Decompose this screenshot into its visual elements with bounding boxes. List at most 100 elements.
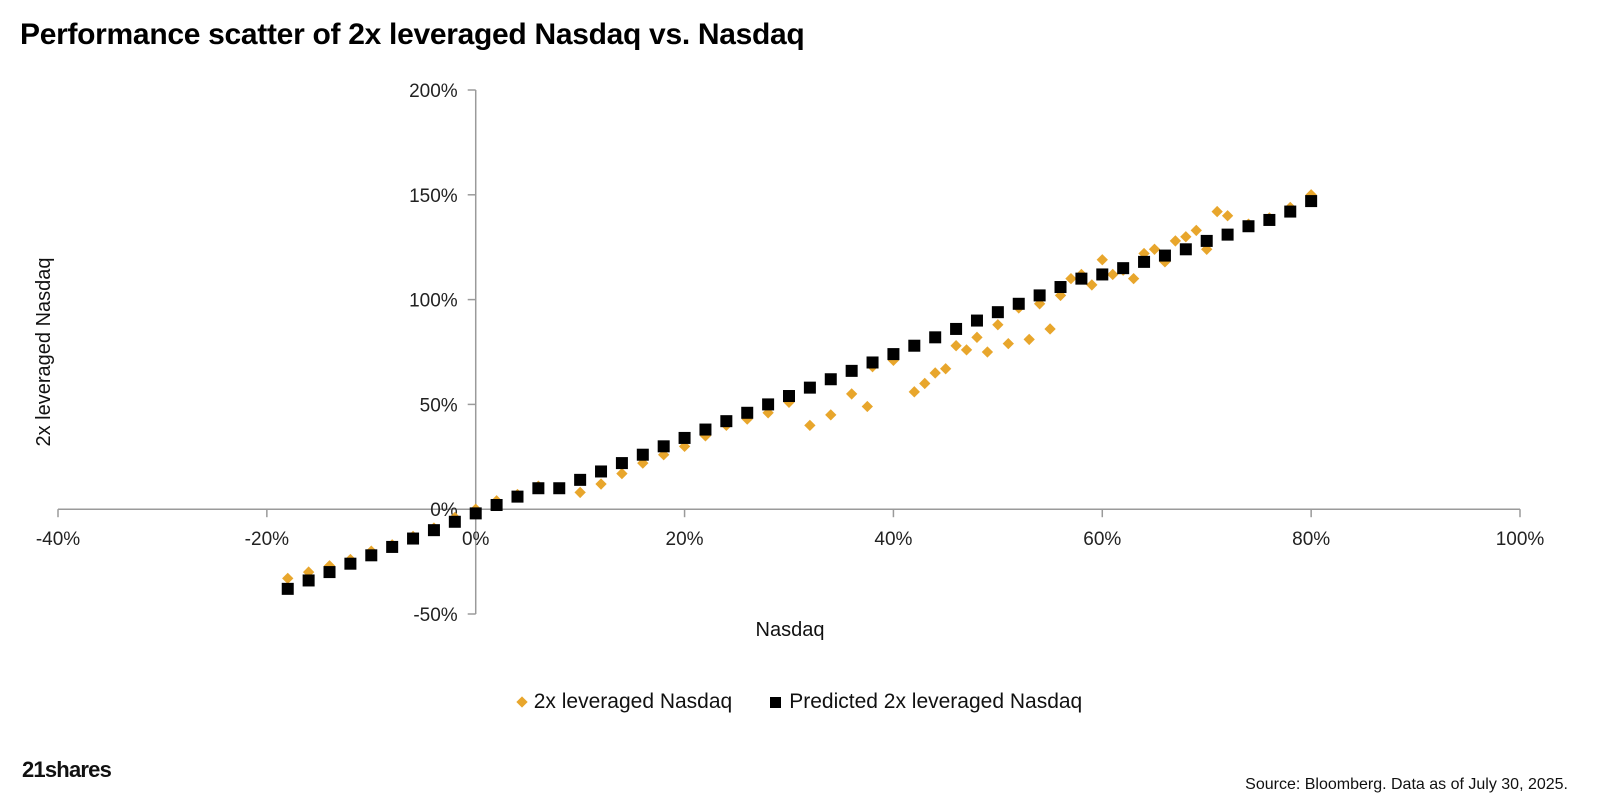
data-point-square xyxy=(1200,234,1213,247)
data-point-square xyxy=(1096,268,1109,281)
data-point-square xyxy=(1284,205,1297,218)
data-point-square xyxy=(699,423,712,436)
data-point-diamond xyxy=(939,363,952,375)
data-point-square xyxy=(741,406,754,419)
data-point-square xyxy=(970,314,983,327)
data-point-diamond xyxy=(1065,272,1077,285)
data-point-square xyxy=(344,557,357,570)
data-point-square xyxy=(950,322,963,335)
y-tick-label: 100% xyxy=(409,291,458,312)
data-point-diamond xyxy=(1148,243,1161,255)
data-point-diamond xyxy=(1107,268,1119,281)
data-point-diamond xyxy=(1086,279,1098,291)
x-tick-label: 80% xyxy=(1292,529,1330,550)
y-tick-label: 200% xyxy=(409,81,458,102)
x-tick-label: 100% xyxy=(1496,529,1545,550)
data-point-square xyxy=(678,431,691,444)
data-point-square xyxy=(407,532,420,545)
data-point-diamond xyxy=(1044,323,1056,335)
data-point-square xyxy=(1305,195,1318,208)
data-points xyxy=(281,189,1318,595)
legend-item-2x-leveraged: 2x leveraged Nasdaq xyxy=(516,690,733,714)
y-tick-label: 150% xyxy=(409,186,458,207)
data-point-diamond xyxy=(1096,254,1108,266)
data-point-diamond xyxy=(595,478,607,490)
legend-label: Predicted 2x leveraged Nasdaq xyxy=(789,690,1083,713)
data-point-square xyxy=(720,415,733,428)
square-marker-icon xyxy=(770,696,782,708)
diamond-marker-icon xyxy=(516,696,528,708)
data-point-diamond xyxy=(282,572,294,585)
data-point-square xyxy=(532,482,545,495)
data-point-square xyxy=(1117,262,1130,275)
data-point-square xyxy=(511,490,524,503)
data-point-square xyxy=(1054,281,1067,294)
y-axis-title: 2x leveraged Nasdaq xyxy=(33,257,55,446)
data-point-diamond xyxy=(971,331,983,343)
data-point-diamond xyxy=(1211,205,1223,218)
x-tick-label: -40% xyxy=(36,529,80,550)
data-point-diamond xyxy=(1023,333,1035,346)
data-point-square xyxy=(783,390,795,403)
data-point-square xyxy=(636,448,649,461)
y-tick-label: 50% xyxy=(420,395,458,416)
legend-item-predicted: Predicted 2x leveraged Nasdaq xyxy=(770,690,1082,714)
data-point-square xyxy=(469,507,482,520)
data-point-square xyxy=(1075,272,1088,285)
data-point-square xyxy=(490,499,503,512)
data-point-diamond xyxy=(825,409,837,421)
data-point-square xyxy=(574,473,587,486)
data-point-square xyxy=(1012,297,1025,310)
axes xyxy=(57,89,1521,615)
data-point-square xyxy=(845,364,858,377)
data-point-square xyxy=(302,574,315,587)
data-point-diamond xyxy=(919,377,931,390)
data-point-diamond xyxy=(1169,235,1182,247)
x-tick-label: 20% xyxy=(666,529,704,550)
data-point-square xyxy=(1033,289,1046,302)
x-tick-label: -20% xyxy=(245,529,289,550)
data-point-square xyxy=(427,524,440,537)
source-note: Source: Bloomberg. Data as of July 30, 2… xyxy=(1245,776,1568,793)
data-point-diamond xyxy=(861,400,873,413)
data-point-diamond xyxy=(1221,210,1234,222)
data-point-diamond xyxy=(981,346,994,358)
data-point-diamond xyxy=(908,386,920,398)
legend-label: 2x leveraged Nasdaq xyxy=(533,690,733,713)
data-point-diamond xyxy=(950,340,962,352)
data-point-square xyxy=(281,582,294,595)
x-tick-label: 60% xyxy=(1083,529,1121,550)
data-point-square xyxy=(1138,255,1151,268)
data-point-square xyxy=(762,398,775,411)
x-axis-title: Nasdaq xyxy=(756,619,825,641)
data-point-square xyxy=(595,465,608,478)
data-point-square xyxy=(1242,220,1255,233)
series-predicted xyxy=(281,195,1318,595)
brand-logo: 21shares xyxy=(22,757,112,782)
y-tick-label: -50% xyxy=(413,605,457,626)
data-point-diamond xyxy=(804,419,816,432)
legend: 2x leveraged Nasdaq Predicted 2x leverag… xyxy=(0,690,1600,714)
chart-title: Performance scatter of 2x leveraged Nasd… xyxy=(20,18,805,51)
x-tick-label: 40% xyxy=(874,529,912,550)
data-point-square xyxy=(1263,213,1276,226)
data-point-square xyxy=(553,482,566,495)
data-point-diamond xyxy=(1190,224,1202,237)
data-point-square xyxy=(866,356,879,369)
data-point-square xyxy=(991,306,1004,319)
x-tick-label: 0% xyxy=(462,529,490,550)
data-point-square xyxy=(824,373,837,386)
tick-labels: -40% -20% 0% 20% 40% 60% 80% 100%-50%0%50%100%1… xyxy=(36,81,1545,626)
data-point-square xyxy=(908,339,921,352)
data-point-square xyxy=(929,331,942,344)
data-point-diamond xyxy=(616,467,628,480)
data-point-square xyxy=(448,515,461,528)
data-point-square xyxy=(887,348,900,361)
data-point-diamond xyxy=(929,367,941,379)
data-point-diamond xyxy=(960,344,973,356)
data-point-diamond xyxy=(1127,272,1140,285)
data-point-square xyxy=(657,440,670,453)
data-point-diamond xyxy=(992,319,1004,331)
data-point-square xyxy=(386,540,399,553)
